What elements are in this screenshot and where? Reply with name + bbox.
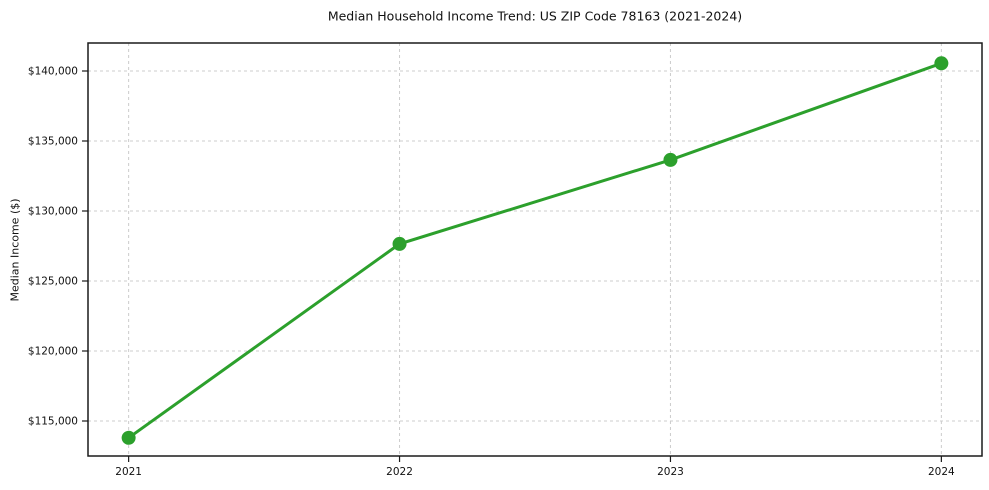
data-point bbox=[121, 430, 136, 445]
y-tick-label: $130,000 bbox=[28, 206, 78, 218]
y-tick-label: $125,000 bbox=[28, 276, 78, 288]
x-tick-label: 2023 bbox=[657, 466, 684, 478]
data-point bbox=[392, 236, 407, 251]
x-tick-label: 2021 bbox=[115, 466, 142, 478]
trend-line bbox=[127, 61, 943, 440]
y-tick-label: $115,000 bbox=[28, 416, 78, 428]
y-tick-label: $135,000 bbox=[28, 136, 78, 148]
chart-title: Median Household Income Trend: US ZIP Co… bbox=[327, 8, 743, 24]
x-tick-label: 2022 bbox=[386, 466, 413, 478]
x-tick-label: 2024 bbox=[928, 466, 955, 478]
y-tick-label: $120,000 bbox=[28, 346, 78, 358]
data-point bbox=[663, 152, 678, 167]
plot-frame bbox=[87, 42, 983, 457]
data-point bbox=[934, 56, 949, 71]
y-tick-label: $140,000 bbox=[28, 66, 78, 78]
